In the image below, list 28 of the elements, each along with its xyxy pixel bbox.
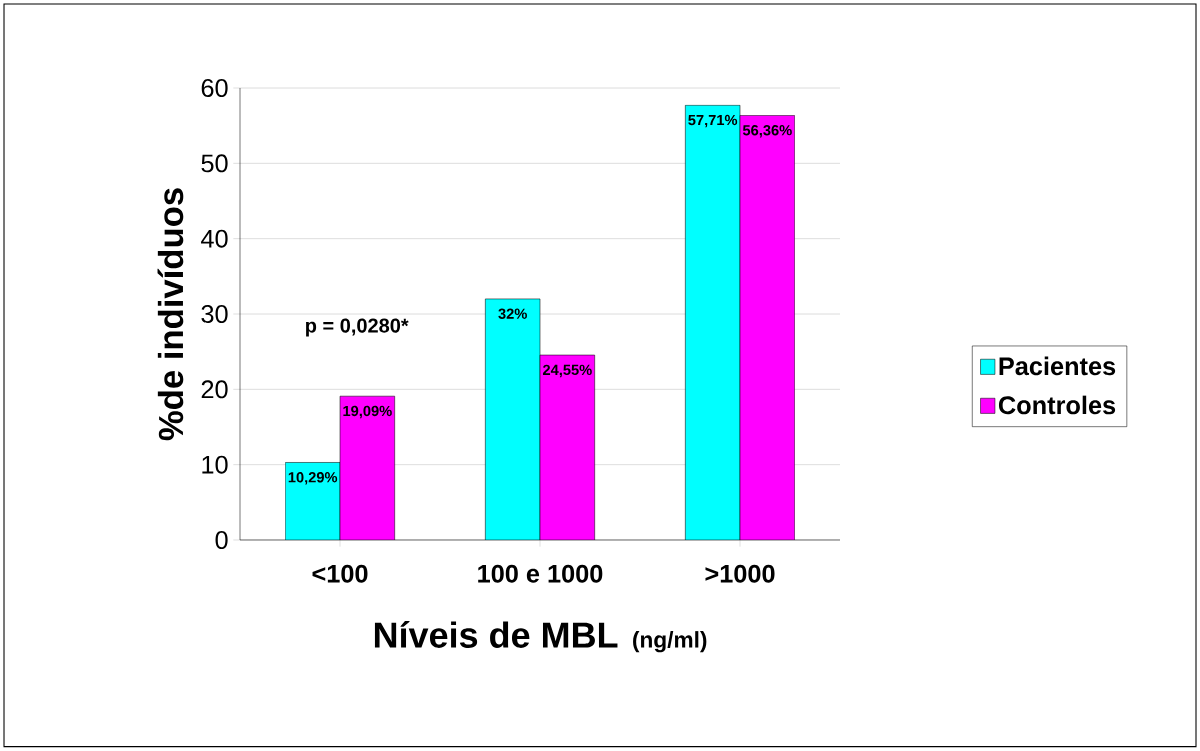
y-tick-label: 30 [201,305,228,324]
y-tick-label: 60 [201,79,228,98]
x-axis-title: Níveis de MBL [374,621,618,649]
x-tick-label: <100 [312,564,368,583]
bar [739,115,795,541]
bar [685,105,741,541]
data-label: 56,36% [742,125,792,138]
bar [485,299,541,541]
bar [540,355,595,541]
y-tick-label: 0 [215,531,228,550]
data-label: 24,55% [542,364,592,378]
legend-label: Pacientes [999,356,1116,376]
x-tick-label: 100 e 1000 [478,564,603,583]
annotation: p = 0,0280* [306,318,409,337]
data-label: 10,29% [288,472,338,485]
x-tick-label: >1000 [705,564,775,583]
legend-label: Controles [998,395,1116,415]
y-tick-label: 50 [201,154,228,173]
bar [285,462,341,541]
y-tick-label: 40 [201,229,228,248]
bar [340,396,395,541]
text: (ng/ml) [633,631,707,653]
y-axis-title: %de indivíduos [157,188,184,441]
y-tick-label: 10 [202,455,228,474]
data-label: 57,71% [688,115,738,128]
y-tick-label: 20 [201,380,228,399]
data-label: 32% [498,308,527,320]
data-label: 19,09% [343,405,392,419]
